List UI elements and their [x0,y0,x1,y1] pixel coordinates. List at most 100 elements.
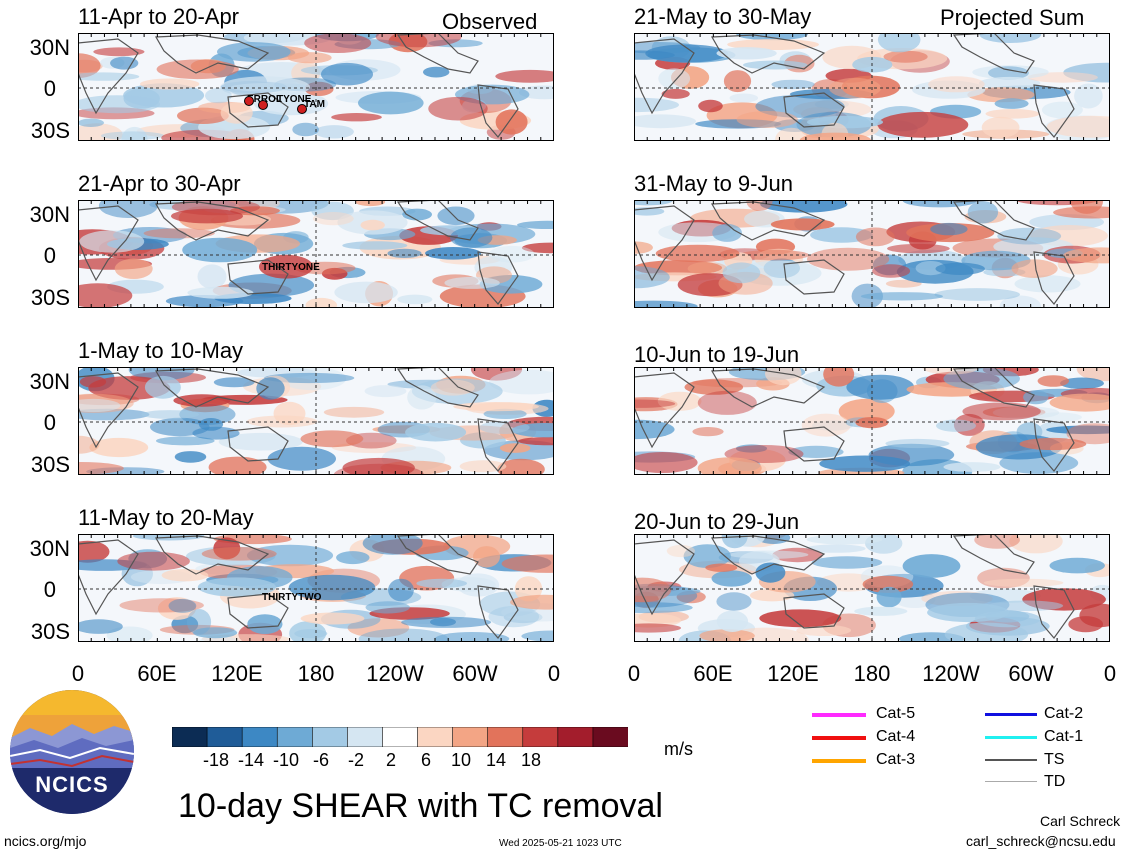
coastline [783,92,845,128]
shear-blob [300,612,365,625]
shear-blob [511,423,554,438]
shear-blob [877,33,921,53]
lon-label-120w: 120W [922,661,980,686]
footer-url[interactable]: ncics.org/mjo [4,833,87,849]
colorbar-segment [276,727,314,747]
shear-blob [220,76,310,98]
shear-blob [407,385,437,410]
coastline [1033,251,1075,305]
shear-blob [193,627,238,639]
shear-blob [342,457,415,475]
coastline [227,593,289,629]
colorbar-label: 18 [520,750,542,770]
lat-label-30n: 30N [29,202,70,227]
lat-label-0: 0 [43,76,56,101]
colorbar-segment [312,727,349,747]
shear-blob [994,98,1029,109]
shear-blob [697,457,762,475]
shear-blob [962,402,1041,421]
footer-email[interactable]: carl_schreck@ncsu.edu [966,833,1116,849]
shear-blob [78,398,121,413]
coastline [154,201,270,241]
colorbar-label: -10 [272,750,299,770]
shear-blob [806,534,883,545]
coastline [78,372,139,449]
shear-blob [336,551,370,565]
shear-blob [967,201,999,224]
shear-blob [247,614,283,634]
colorbar-label: -2 [347,750,364,770]
shear-blob [495,69,554,83]
shear-blob [430,617,456,627]
shear-blob [156,436,215,446]
shear-blob [722,262,761,284]
shear-blob [444,276,500,289]
shear-blob [883,50,928,63]
legend-label-td: TD [1044,773,1066,790]
colorbar-label: -14 [237,750,264,770]
shear-blob [473,546,500,568]
shear-blob [217,42,291,62]
shear-blob [759,609,842,628]
storm-label-tyone: TYONE [277,94,312,105]
colorbar-segment [172,727,208,747]
shear-blob [1060,377,1104,390]
legend-label-cat5: Cat-5 [876,705,916,722]
shear-blob [267,446,336,471]
lon-label-60e: 60E [137,661,177,686]
shear-blob [416,578,468,588]
shear-blob [829,77,881,99]
coastline [634,205,695,282]
storm-label-thirtytwo: THIRTYTWO [262,592,322,603]
logo-graphic [10,690,134,814]
shear-blob [198,418,224,431]
lat-label-30s: 30S [30,452,70,477]
shear-blob [723,70,752,93]
shear-blob [775,127,808,141]
shear-blob [872,264,911,278]
storm-label-errol: ERROL [247,94,282,105]
shear-blob [1033,412,1082,422]
lon-label-60w: 60W [452,661,498,686]
shear-blob [697,390,757,415]
lon-label-0-end: 0 [1103,661,1117,686]
shear-blob [237,367,317,378]
shear-blob [930,222,968,236]
legend-label-cat3: Cat-3 [876,751,916,768]
shear-blob [78,540,110,563]
lon-label-120w: 120W [366,661,424,686]
coastline [634,539,695,616]
shear-blob [470,367,523,381]
shear-blob [1074,83,1103,109]
shear-blob [811,556,883,569]
shear-blob [974,534,1020,549]
shear-blob [716,610,749,632]
shear-blob [944,622,1029,642]
shear-blob [979,33,1042,43]
shear-blob [985,109,1040,119]
colorbar-segment [487,727,524,747]
shear-blob [510,594,554,610]
colorbar-segment [452,727,489,747]
shear-blob [364,385,407,398]
shear-blob [521,630,554,642]
shear-blob [358,628,448,642]
shear-blob [197,264,227,289]
legend-label-cat4: Cat-4 [876,728,916,745]
shear-blob [728,550,809,559]
shear-blob [114,258,153,279]
shear-blob [1009,534,1063,554]
panel-title-left-3: 1-May to 10-May [78,338,244,363]
shear-blob [430,379,475,396]
footer-author: Carl Schreck [1040,813,1121,829]
panel-title-left-1: 11-Apr to 20-Apr [78,4,240,29]
shear-blob [143,228,215,239]
map-panel-left-3 [78,367,554,475]
colorbar-segment [206,727,243,747]
colorbar-segment [347,727,384,747]
shear-blob [915,261,946,276]
shear-blob [287,52,332,64]
shear-blob [141,410,200,419]
coastline [477,418,519,472]
map-panel-right-4 [634,534,1110,642]
